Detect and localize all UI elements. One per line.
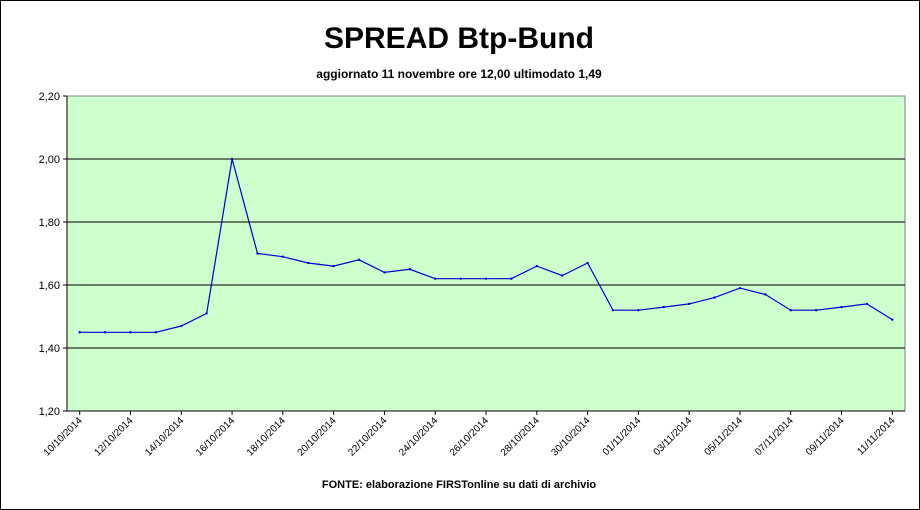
x-tick-label: 12/10/2014 [92, 415, 135, 458]
chart-source: FONTE: elaborazione FIRSTonline su dati … [321, 479, 597, 491]
spread-series [78, 157, 894, 334]
x-tick-labels: 10/10/2014 12/10/2014 14/10/2014 16/10/2014… [42, 411, 898, 459]
data-point [586, 261, 589, 265]
x-tick-label: 16/10/2014 [194, 415, 237, 458]
x-tick-label: 20/10/2014 [296, 415, 339, 458]
data-point [103, 331, 107, 334]
x-tick-label: 24/10/2014 [397, 415, 440, 458]
data-point [307, 261, 310, 265]
data-point [383, 271, 386, 274]
data-point [891, 318, 894, 321]
data-point [484, 277, 488, 280]
data-point [764, 293, 767, 296]
data-point [687, 302, 691, 306]
y-tick-label: 2,00 [39, 154, 60, 166]
data-point [738, 286, 742, 290]
x-tick-label: 30/10/2014 [550, 415, 593, 458]
data-point [662, 305, 665, 309]
x-tick-label: 07/11/2014 [753, 415, 796, 458]
y-tick-label: 1,80 [39, 217, 60, 229]
x-tick-label: 18/10/2014 [245, 415, 288, 458]
y-tick-label: 1,20 [39, 406, 60, 418]
data-point [332, 264, 335, 268]
data-point [814, 309, 818, 312]
x-tick-label: 10/10/2014 [42, 415, 85, 458]
y-tick-label: 1,60 [39, 280, 60, 292]
x-tick-label: 14/10/2014 [143, 415, 186, 458]
chart-subtitle: aggiornato 11 novembre ore 12,00 ultimod… [316, 67, 602, 81]
data-point [560, 274, 564, 277]
data-point [510, 277, 513, 280]
x-tick-label: 01/11/2014 [601, 415, 644, 458]
data-point [205, 312, 208, 315]
plot-area [66, 95, 906, 412]
x-tick-label: 11/11/2014 [855, 415, 897, 457]
data-point [281, 255, 285, 258]
y-tick-labels: 1,20 1,40 1,60 1,80 2,00 2,20 [39, 91, 67, 418]
data-point [713, 296, 716, 299]
data-point [230, 157, 234, 161]
data-point [408, 268, 412, 271]
data-point [535, 264, 538, 268]
x-tick-label: 03/11/2014 [652, 415, 695, 458]
data-point [637, 309, 640, 312]
data-point [459, 277, 462, 280]
y-tick-label: 1,40 [39, 343, 60, 355]
data-point [154, 331, 158, 334]
data-point [434, 277, 437, 280]
data-point [180, 324, 183, 328]
y-tick-label: 2,20 [39, 91, 60, 103]
chart-title: SPREAD Btp-Bund [324, 22, 594, 55]
gridlines [67, 158, 905, 349]
data-point [78, 331, 81, 334]
data-point [840, 305, 843, 309]
x-tick-label: 09/11/2014 [804, 415, 847, 458]
data-point [256, 252, 259, 255]
data-point [789, 309, 792, 312]
x-tick-label: 22/10/2014 [346, 415, 389, 458]
data-point [865, 302, 869, 306]
data-point [129, 331, 132, 334]
x-tick-label: 28/10/2014 [499, 415, 542, 458]
x-tick-label: 26/10/2014 [448, 415, 491, 458]
data-point [611, 309, 615, 312]
x-tick-label: 05/11/2014 [702, 415, 745, 458]
data-point [357, 258, 361, 261]
